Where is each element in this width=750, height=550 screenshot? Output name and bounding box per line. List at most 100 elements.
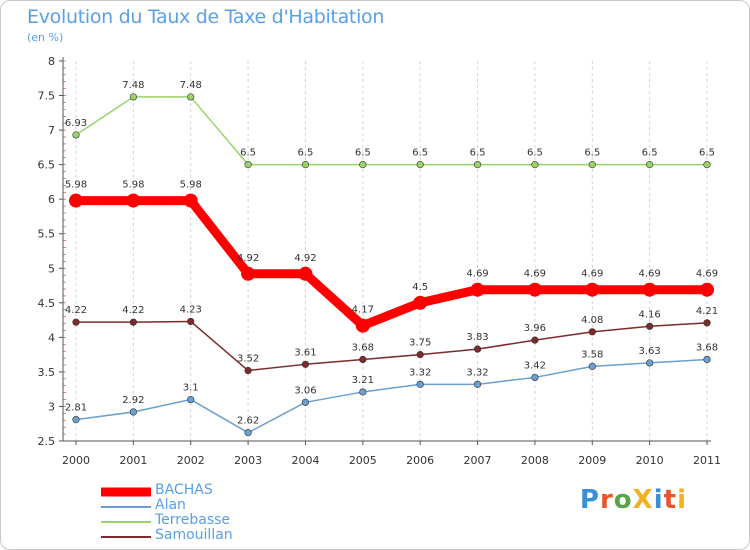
data-point-terrebasse [244, 161, 252, 169]
data-label-bachas: 4.69 [696, 269, 718, 280]
logo-letter: i [677, 485, 687, 515]
data-point-samouillan [703, 319, 711, 327]
data-point-samouillan [473, 345, 482, 353]
y-tick-label: 3.5 [38, 366, 56, 379]
data-point-bachas [470, 282, 485, 297]
x-tick-label: 2001 [119, 454, 147, 467]
legend-swatch-samouillan [101, 535, 151, 538]
data-label-bachas: 4.5 [412, 282, 428, 293]
data-label-bachas: 4.69 [466, 269, 488, 280]
data-label-terrebasse: 6.5 [412, 148, 428, 159]
data-point-terrebasse [72, 131, 80, 139]
logo-letter: t [663, 485, 678, 515]
data-label-alan: 3.42 [524, 360, 546, 371]
x-tick-label: 2011 [693, 454, 721, 467]
y-tick-label: 4 [48, 331, 55, 344]
data-point-samouillan [129, 318, 137, 326]
data-label-alan: 3.32 [409, 367, 431, 378]
data-label-samouillan: 4.08 [581, 315, 603, 326]
data-point-samouillan [646, 322, 654, 330]
data-point-terrebasse [588, 161, 596, 169]
data-point-samouillan [531, 336, 539, 344]
value-label-layer: 2.81 2.92 3.1 2.62 3.06 3.21 3.32 3.32 3.42 3.58 3… [65, 80, 718, 427]
y-tick-label: 8 [48, 55, 55, 68]
y-tick-label: 7 [48, 124, 55, 137]
legend-swatch-bachas [101, 487, 151, 496]
legend-item-bachas: BACHAS [101, 482, 361, 499]
y-tick-label: 6.5 [38, 159, 56, 172]
data-label-alan: 3.06 [294, 385, 316, 396]
data-label-alan: 2.81 [65, 403, 87, 414]
data-point-bachas [126, 193, 141, 208]
y-tick-label: 7.5 [38, 90, 56, 103]
legend-swatch-terrebasse [101, 520, 151, 523]
data-label-bachas: 4.92 [294, 253, 316, 264]
legend-label-terrebasse: Terrebasse [155, 512, 231, 528]
x-tick-label: 2003 [234, 454, 262, 467]
data-point-alan [72, 415, 80, 424]
y-tick-label: 4.5 [38, 297, 56, 310]
chart-title: Evolution du Taux de Taxe d'Habitation [27, 6, 385, 28]
data-label-alan: 3.68 [696, 342, 718, 353]
logo-letter: X [632, 485, 654, 515]
series-line-samouillan [75, 320, 708, 372]
y-tick-label: 5.5 [38, 228, 56, 241]
data-label-bachas: 4.69 [524, 269, 546, 280]
data-point-alan [646, 359, 654, 367]
data-label-alan: 2.62 [237, 416, 259, 427]
y-tick-label: 3 [48, 400, 55, 413]
data-label-samouillan: 3.96 [524, 323, 546, 334]
data-label-samouillan: 4.16 [639, 309, 661, 320]
data-label-samouillan: 3.52 [237, 354, 259, 365]
data-label-terrebasse: 7.48 [122, 80, 144, 91]
legend-swatch-alan [101, 505, 151, 508]
data-label-samouillan: 3.83 [466, 332, 488, 343]
data-point-terrebasse [359, 161, 367, 169]
data-label-alan: 3.21 [352, 375, 374, 386]
x-tick-label: 2004 [291, 454, 319, 467]
data-point-terrebasse [129, 93, 137, 101]
legend-item-terrebasse: Terrebasse [101, 512, 361, 529]
data-point-bachas [642, 282, 657, 297]
series-line-alan [75, 358, 708, 434]
grid-layer [75, 61, 708, 441]
data-point-alan [416, 380, 424, 388]
data-point-alan [703, 355, 711, 364]
data-point-samouillan [72, 318, 80, 326]
data-point-alan [129, 408, 137, 416]
data-label-alan: 3.32 [466, 367, 488, 378]
data-point-terrebasse [646, 161, 654, 169]
logo-letter: i [653, 485, 664, 515]
data-label-bachas: 4.17 [352, 305, 374, 316]
data-point-samouillan [244, 366, 252, 375]
logo-letter: P [579, 485, 600, 515]
data-label-alan: 3.58 [581, 349, 603, 360]
axis-layer: 2.5 3 3.5 4 4.5 5 5.5 6 6.5 7 7.5 8 2000 2001 2002 2003… [38, 55, 722, 467]
x-tick-label: 2006 [406, 454, 434, 467]
data-label-samouillan: 4.23 [180, 304, 202, 315]
data-label-bachas: 4.92 [237, 253, 259, 264]
y-tick-label: 5 [48, 262, 55, 275]
data-label-alan: 3.1 [183, 383, 199, 394]
data-point-samouillan [187, 317, 195, 326]
proxiti-logo: ProXiti [580, 485, 687, 515]
data-label-terrebasse: 7.48 [180, 80, 202, 91]
data-label-bachas: 5.98 [180, 180, 202, 191]
x-tick-label: 2005 [349, 454, 377, 467]
logo-letter: o [613, 485, 633, 515]
chart-subtitle: (en %) [27, 31, 64, 44]
data-label-terrebasse: 6.5 [470, 148, 486, 159]
data-point-alan [588, 362, 596, 370]
data-label-samouillan: 4.22 [122, 305, 144, 316]
legend-label-bachas: BACHAS [155, 482, 213, 498]
data-label-terrebasse: 6.5 [355, 148, 371, 159]
data-point-alan [359, 388, 367, 396]
data-label-terrebasse: 6.5 [240, 148, 256, 159]
x-tick-label: 2008 [521, 454, 549, 467]
data-label-alan: 3.63 [639, 346, 661, 357]
data-point-terrebasse [531, 161, 539, 169]
data-label-samouillan: 3.61 [294, 347, 316, 358]
data-label-terrebasse: 6.5 [584, 148, 600, 159]
data-label-samouillan: 3.68 [352, 342, 374, 353]
